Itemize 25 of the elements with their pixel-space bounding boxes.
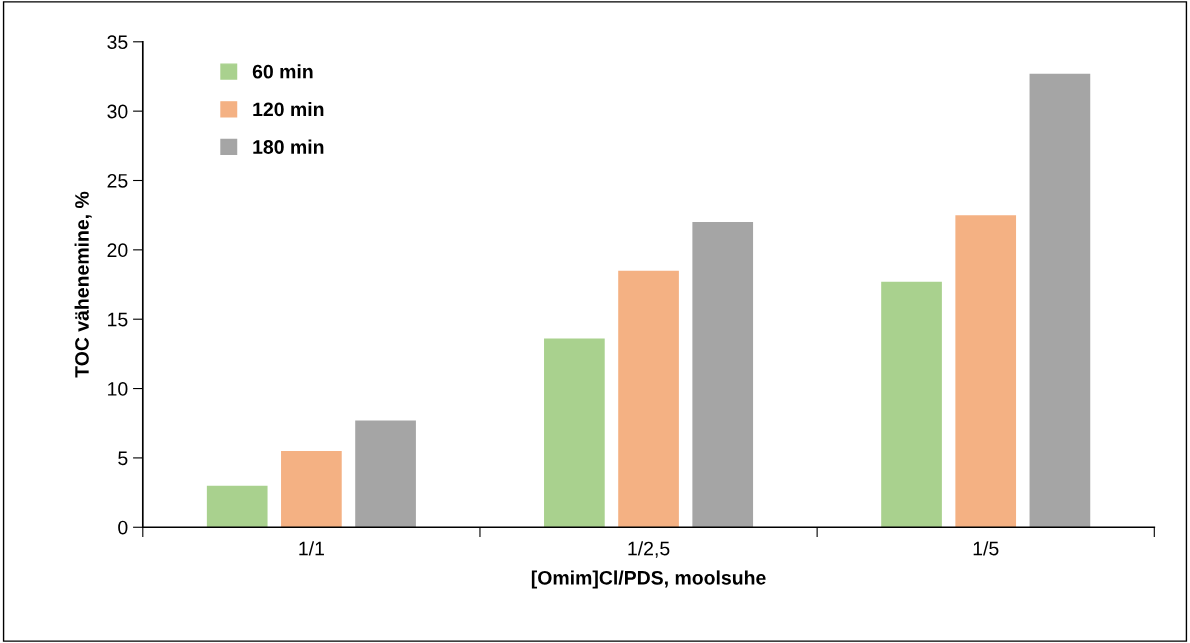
bar	[544, 338, 605, 528]
y-tick-label: 25	[107, 173, 128, 188]
x-axis-title: [Omim]Cl/PDS, moolsuhe	[531, 570, 766, 589]
x-tick-label: 1/5	[973, 541, 999, 556]
y-tick-label: 0	[118, 520, 128, 535]
bar	[1029, 73, 1091, 528]
x-tick-label: 1/2,5	[628, 541, 670, 558]
bar	[955, 215, 1017, 528]
y-tick-label: 20	[107, 243, 128, 258]
bar	[692, 222, 754, 528]
bar	[355, 420, 416, 528]
y-tick-label: 15	[108, 312, 128, 327]
y-axis-title: TOC vähenemine, %	[74, 191, 92, 378]
legend-label: 180 min	[253, 139, 324, 154]
bar	[881, 281, 942, 528]
bar	[281, 450, 342, 528]
bar	[618, 270, 679, 528]
y-tick-label: 30	[107, 104, 128, 119]
y-tick-label: 10	[108, 382, 128, 396]
x-tick-label: 1/1	[299, 541, 324, 556]
legend-label: 120 min	[253, 101, 324, 117]
bar	[206, 485, 268, 528]
y-tick-label: 5	[118, 451, 128, 466]
y-tick-label: 35	[107, 35, 128, 50]
legend-label: 60 min	[252, 64, 313, 79]
